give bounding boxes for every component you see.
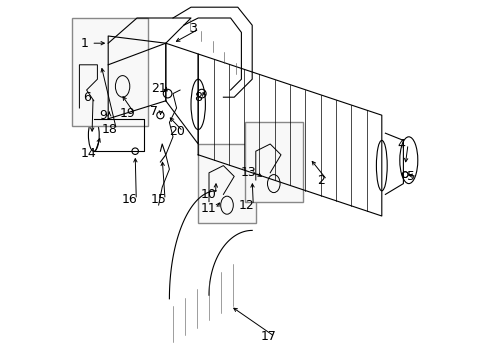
Text: 14: 14: [80, 147, 96, 159]
Text: 16: 16: [122, 193, 138, 206]
Text: 11: 11: [201, 202, 217, 215]
Text: 12: 12: [239, 199, 255, 212]
Text: 3: 3: [189, 22, 197, 35]
Bar: [245, 122, 303, 202]
Bar: [198, 144, 256, 223]
Text: 5: 5: [407, 170, 415, 183]
Text: 8: 8: [194, 91, 202, 104]
Bar: [72, 18, 148, 126]
Text: 15: 15: [150, 193, 167, 206]
Text: 13: 13: [241, 166, 256, 179]
Text: 20: 20: [169, 125, 185, 138]
Text: 19: 19: [120, 107, 136, 120]
Text: 4: 4: [398, 138, 406, 150]
Text: 18: 18: [102, 123, 118, 136]
Text: 21: 21: [151, 82, 167, 95]
Text: 9: 9: [99, 109, 107, 122]
Text: 17: 17: [261, 330, 276, 343]
Text: 2: 2: [317, 174, 324, 186]
Text: 10: 10: [201, 188, 217, 201]
Text: 6: 6: [83, 91, 91, 104]
Text: 1: 1: [81, 37, 89, 50]
Text: 7: 7: [150, 105, 158, 118]
